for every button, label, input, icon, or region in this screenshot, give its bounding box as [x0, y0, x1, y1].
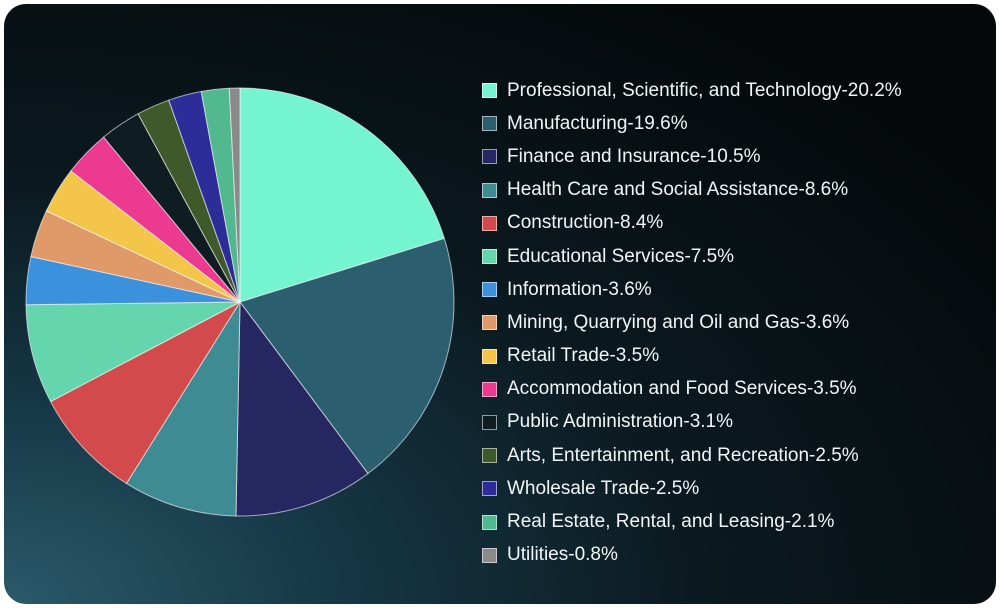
legend-swatch: [482, 481, 497, 497]
legend-swatch: [482, 149, 497, 165]
legend-item-15: Utilities - 0.8%: [482, 539, 902, 572]
legend-item-12: Arts, Entertainment, and Recreation - 2.…: [482, 439, 902, 472]
legend-label: Public Administration: [507, 411, 684, 433]
legend-label: Educational Services: [507, 245, 685, 267]
legend-separator: -: [684, 245, 691, 267]
legend-item-8: Mining, Quarrying and Oil and Gas - 3.6%: [482, 306, 902, 339]
legend-swatch: [482, 249, 497, 265]
legend-label: Finance and Insurance: [507, 145, 701, 167]
pie-slice-1: [239, 87, 445, 303]
legend-value: 3.5%: [813, 378, 857, 400]
legend-separator: -: [806, 378, 814, 400]
legend-swatch: [482, 381, 497, 397]
legend-value: 7.5%: [690, 245, 735, 267]
legend-item-6: Educational Services - 7.5%: [482, 240, 902, 273]
chart-card: Professional, Scientific, and Technology…: [4, 4, 996, 604]
legend-label: Utilities: [507, 544, 569, 566]
legend-separator: -: [609, 345, 616, 367]
legend-value: 19.6%: [633, 112, 688, 134]
legend-separator: -: [799, 311, 806, 333]
legend-value: 10.5%: [706, 145, 761, 167]
legend-label: Manufacturing: [507, 112, 628, 134]
legend-swatch: [482, 83, 497, 99]
legend-item-9: Retail Trade - 3.5%: [482, 340, 902, 373]
legend-label: Construction: [507, 212, 614, 234]
pie-slice-6: [25, 301, 241, 403]
legend-label: Arts, Entertainment, and Recreation: [507, 444, 810, 466]
legend-swatch: [482, 282, 497, 298]
legend-separator: -: [700, 145, 707, 167]
legend-value: 2.5%: [815, 444, 859, 466]
legend-label: Professional, Scientific, and Technology: [507, 79, 842, 101]
legend-swatch: [482, 547, 497, 563]
pie-slice-3: [235, 300, 369, 517]
legend-label: Mining, Quarrying and Oil and Gas: [507, 311, 800, 333]
legend-label: Information: [507, 278, 603, 300]
legend-value: 3.1%: [689, 411, 734, 433]
legend-separator: -: [627, 112, 634, 134]
legend-item-14: Real Estate, Rental, and Leasing - 2.1%: [482, 505, 902, 538]
legend-item-7: Information - 3.6%: [482, 273, 902, 306]
legend-swatch: [482, 182, 497, 198]
legend-item-5: Construction - 8.4%: [482, 207, 902, 240]
legend-item-2: Manufacturing - 19.6%: [482, 107, 902, 140]
legend-swatch: [482, 215, 497, 231]
legend-swatch: [482, 315, 497, 331]
legend-item-3: Finance and Insurance - 10.5%: [482, 140, 902, 173]
legend-label: Health Care and Social Assistance: [507, 179, 799, 201]
legend-item-11: Public Administration - 3.1%: [482, 406, 902, 439]
legend-value: 3.6%: [608, 278, 652, 300]
legend-separator: -: [798, 179, 805, 201]
legend-separator: -: [784, 511, 792, 533]
legend-swatch: [482, 448, 497, 464]
legend-separator: -: [602, 278, 609, 300]
pie-slice-4: [125, 300, 241, 517]
legend-item-4: Health Care and Social Assistance - 8.6%: [482, 174, 902, 207]
legend-separator: -: [568, 544, 575, 566]
legend-value: 2.1%: [791, 511, 835, 533]
legend-value: 3.5%: [615, 345, 660, 367]
legend-label: Retail Trade: [507, 345, 610, 367]
legend-item-10: Accommodation and Food Services - 3.5%: [482, 373, 902, 406]
legend-item-13: Wholesale Trade - 2.5%: [482, 472, 902, 505]
legend-separator: -: [683, 411, 690, 433]
legend-separator: -: [809, 444, 816, 466]
legend-value: 0.8%: [574, 544, 618, 566]
pie-chart: [25, 87, 455, 517]
legend-value: 3.6%: [805, 311, 850, 333]
legend-value: 8.4%: [620, 212, 664, 234]
legend-item-1: Professional, Scientific, and Technology…: [482, 74, 902, 107]
legend-separator: -: [841, 79, 848, 101]
legend-label: Real Estate, Rental, and Leasing: [507, 511, 785, 533]
legend-separator: -: [613, 212, 620, 234]
legend-label: Wholesale Trade: [507, 477, 650, 499]
legend-separator: -: [649, 477, 656, 499]
legend-swatch: [482, 414, 497, 430]
legend: Professional, Scientific, and Technology…: [482, 74, 902, 572]
legend-swatch: [482, 116, 497, 132]
legend-value: 2.5%: [655, 477, 700, 499]
pie-slice-2: [239, 237, 455, 475]
pie-slice-15: [228, 87, 241, 303]
legend-value: 20.2%: [847, 79, 902, 101]
pie-slice-5: [49, 300, 242, 485]
legend-swatch: [482, 348, 497, 364]
legend-label: Accommodation and Food Services: [507, 378, 807, 400]
legend-value: 8.6%: [804, 179, 849, 201]
legend-swatch: [482, 514, 497, 530]
